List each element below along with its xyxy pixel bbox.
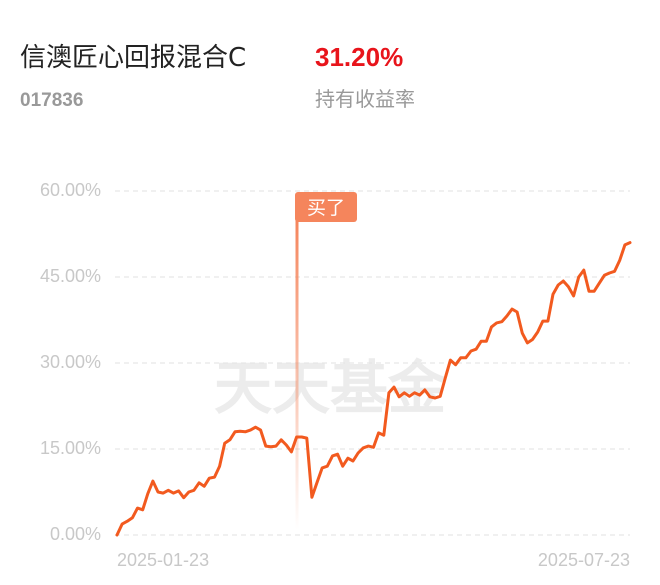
return-value: 31.20% — [315, 42, 403, 72]
watermark: 天天基金 — [214, 354, 447, 422]
fund-code: 017836 — [20, 90, 83, 111]
y-tick-label: 30.00% — [40, 352, 101, 372]
fund-title: 信澳匠心回报混合C — [20, 43, 246, 73]
marker-line — [295, 220, 299, 530]
return-label: 持有收益率 — [315, 87, 415, 111]
y-tick-label: 60.00% — [40, 180, 101, 200]
marker-label: 买了 — [307, 197, 345, 219]
x-tick-label: 2025-01-23 — [117, 550, 209, 570]
y-tick-label: 45.00% — [40, 266, 101, 286]
x-tick-label: 2025-07-23 — [538, 550, 630, 570]
y-tick-label: 15.00% — [40, 438, 101, 458]
chart: 0.00% 15.00% 30.00% 45.00% 60.00% 2025-01-23 2… — [40, 180, 632, 570]
marker-box — [295, 192, 357, 222]
line — [115, 241, 632, 537]
y-tick-label: 0.00% — [50, 524, 101, 544]
